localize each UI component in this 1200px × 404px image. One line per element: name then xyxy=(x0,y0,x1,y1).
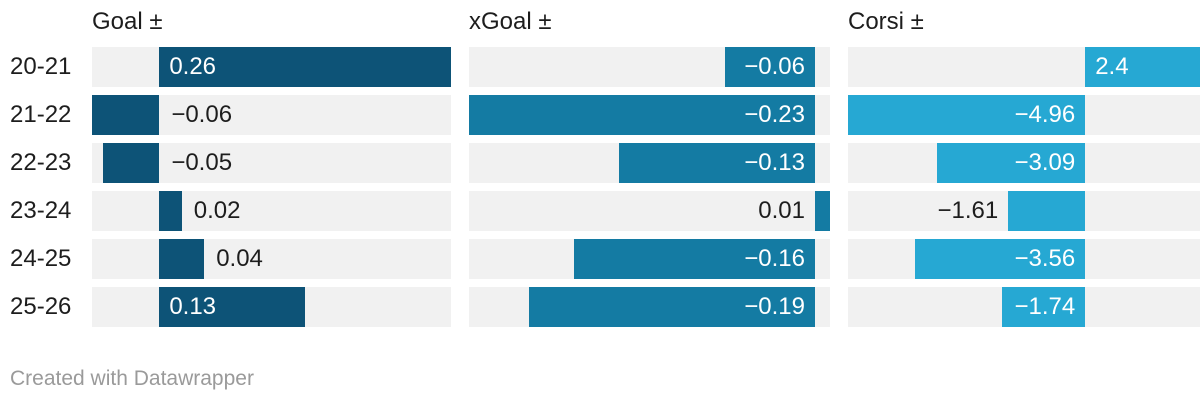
bar-corsi-23-24 xyxy=(1008,191,1086,231)
bar-value-label: 0.02 xyxy=(193,197,241,224)
bar-track: 0.02 xyxy=(92,191,451,231)
bar-track: −0.23 xyxy=(469,95,830,135)
bar-value-label: −0.13 xyxy=(744,149,805,176)
column-header-corsi: Corsi ± xyxy=(848,8,924,35)
bar-value-label: −1.61 xyxy=(937,197,999,224)
bar-xgoal-24-25 xyxy=(574,239,815,279)
bar-track: 0.04 xyxy=(92,239,451,279)
datawrapper-attribution-link[interactable]: Created with Datawrapper xyxy=(10,367,254,390)
bar-track: −1.61 xyxy=(848,191,1200,231)
bar-track: −0.06 xyxy=(469,47,830,87)
bar-goal-21-22 xyxy=(92,95,160,135)
bar-value-label: 0.04 xyxy=(216,245,263,272)
bar-track: −3.56 xyxy=(848,239,1200,279)
bar-goal-22-23 xyxy=(103,143,160,183)
bar-goal-23-24 xyxy=(159,191,182,231)
bar-value-label: 2.4 xyxy=(1095,53,1129,80)
bar-corsi-25-26 xyxy=(1002,287,1086,327)
bar-xgoal-25-26 xyxy=(529,287,815,327)
bar-track: −0.13 xyxy=(469,143,830,183)
bar-value-label: −1.74 xyxy=(1014,293,1076,320)
bar-track: −4.96 xyxy=(848,95,1200,135)
bar-goal-24-25 xyxy=(159,239,205,279)
bar-track: −0.06 xyxy=(92,95,451,135)
bar-xgoal-20-21 xyxy=(724,47,815,87)
bar-goal-20-21 xyxy=(159,47,451,87)
bar-track: −0.05 xyxy=(92,143,451,183)
column-header-xgoal: xGoal ± xyxy=(469,8,552,35)
column-header-goal: Goal ± xyxy=(92,8,163,35)
bar-track: −1.74 xyxy=(848,287,1200,327)
bar-track: 0.26 xyxy=(92,47,451,87)
bar-value-label: −3.56 xyxy=(1014,245,1076,272)
bar-track: −3.09 xyxy=(848,143,1200,183)
bar-value-label: 0.26 xyxy=(169,53,217,80)
bar-track: 0.13 xyxy=(92,287,451,327)
bar-corsi-20-21 xyxy=(1085,47,1200,87)
bar-corsi-22-23 xyxy=(937,143,1086,183)
bar-xgoal-23-24 xyxy=(814,191,830,231)
bar-value-label: −0.06 xyxy=(744,53,805,80)
bar-value-label: −0.19 xyxy=(744,293,805,320)
bar-track: −0.19 xyxy=(469,287,830,327)
bar-value-label: 0.01 xyxy=(758,197,805,224)
bar-value-label: −0.06 xyxy=(171,101,233,128)
row-label-21-22: 21-22 xyxy=(10,101,72,128)
row-label-20-21: 20-21 xyxy=(10,53,72,80)
bar-value-label: 0.13 xyxy=(169,293,217,320)
bar-track: 2.4 xyxy=(848,47,1200,87)
row-label-25-26: 25-26 xyxy=(10,293,72,320)
bar-value-label: −0.23 xyxy=(744,101,805,128)
row-label-23-24: 23-24 xyxy=(10,197,72,224)
bar-value-label: −3.09 xyxy=(1014,149,1076,176)
bar-goal-25-26 xyxy=(159,287,306,327)
bar-track: −0.16 xyxy=(469,239,830,279)
bar-xgoal-22-23 xyxy=(619,143,815,183)
bar-track: 0.01 xyxy=(469,191,830,231)
bar-value-label: −0.16 xyxy=(744,245,805,272)
bar-xgoal-21-22 xyxy=(469,95,815,135)
bar-value-label: −0.05 xyxy=(171,149,233,176)
row-label-24-25: 24-25 xyxy=(10,245,72,272)
bar-corsi-21-22 xyxy=(848,95,1086,135)
bar-value-label: −4.96 xyxy=(1014,101,1076,128)
row-label-22-23: 22-23 xyxy=(10,149,72,176)
bar-corsi-24-25 xyxy=(914,239,1086,279)
